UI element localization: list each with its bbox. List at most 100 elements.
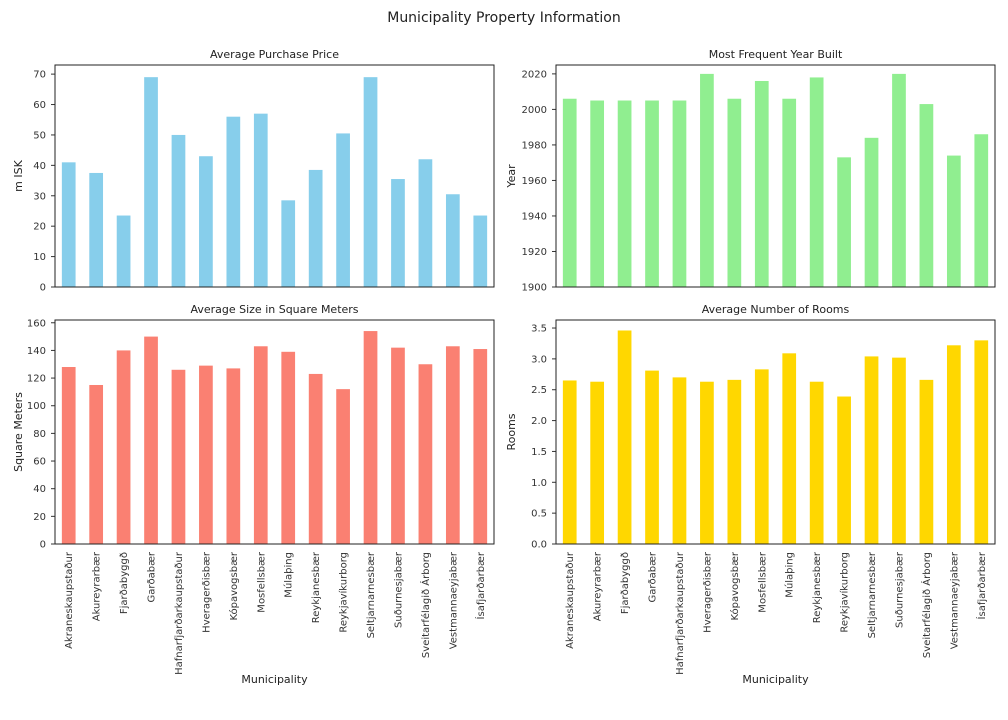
bar-9 [281,351,296,544]
bar-1 [562,380,577,544]
chart-panel-3: Average Size in Square Meters 0 20 40 60 80 10… [12,303,495,686]
y-axis-label: Square Meters [12,392,25,472]
y-tick-label: 3.5 [531,324,547,335]
x-tick-label: Sveitarfélagið Árborg [920,552,933,658]
x-tick-label: Mosfellsbær [256,551,267,613]
x-tick-label: Reykjanesbær [812,551,823,623]
bar-5 [171,134,186,287]
y-tick-label: 0.0 [531,540,547,551]
bar-6 [199,365,213,544]
x-tick-label: Akureyrarbær [92,551,103,621]
chart-title: Average Size in Square Meters [190,303,358,316]
x-tick-label: Suðurnesjabær [894,551,905,628]
y-tick-label: 50 [33,130,46,141]
bar-1 [61,162,76,287]
y-tick-label: 1900 [522,283,547,294]
x-tick-label: Seltjarnarnesbær [366,551,377,638]
bar-8 [253,113,268,287]
y-axis-label: Rooms [505,413,518,450]
chart-panel-2: Most Frequent Year Built 1900 1920 1940 1960… [505,48,996,294]
y-tick-label: 60 [33,457,46,468]
y-tick-label: 1980 [522,140,547,151]
axes-frame [555,319,996,545]
bar-14 [418,364,433,544]
y-tick-label: 3.0 [531,354,547,365]
axes-frame [54,319,495,545]
bar-13 [892,73,906,287]
x-tick-label: Vestmannaeyjabær [949,551,960,649]
x-tick-label: Mosfellsbær [757,551,768,613]
bar-2 [89,384,104,544]
y-tick-label: 140 [27,346,46,357]
bar-11 [336,133,350,287]
y-tick-label: 100 [27,401,46,412]
bar-4 [144,336,158,544]
y-tick-label: 0 [40,540,46,551]
bar-9 [281,200,296,287]
x-axis-label: Municipality [241,673,308,686]
bar-6 [700,73,714,287]
bar-9 [782,98,797,288]
x-tick-label: Kópavogsbær [228,551,240,620]
bar-4 [645,370,659,544]
bar-10 [809,77,824,288]
x-tick-label: Fjarðabyggð [620,552,631,614]
chart-panel-4: Average Number of Rooms 0.0 0.5 1.0 1.5 2.0 2.… [505,303,996,686]
y-tick-label: 160 [27,318,46,329]
x-axis-label: Municipality [742,673,809,686]
bar-2 [590,381,605,544]
bar-8 [754,369,769,544]
bar-15 [946,155,961,287]
x-tick-label: Akraneskaupstaður [64,551,75,649]
y-tick-label: 30 [33,191,46,202]
bar-1 [61,367,76,544]
y-axis-label: Year [505,164,518,189]
bar-7 [226,116,241,287]
axes-frame [555,64,996,288]
bar-16 [473,215,488,287]
bar-15 [946,345,961,544]
y-tick-label: 1920 [522,247,547,258]
bar-15 [445,346,460,544]
bar-14 [919,104,934,287]
y-tick-label: 0 [40,283,46,294]
y-tick-label: 60 [33,100,46,111]
x-tick-label: Reykjavíkurborg [338,552,350,633]
x-tick-label: Hafnarfjarðarkaupstaður [675,551,686,675]
y-tick-label: 120 [27,374,46,385]
y-tick-label: 40 [33,484,46,495]
x-tick-label: Ísafjarðarbær [975,551,988,619]
bar-7 [226,368,241,544]
bar-16 [473,349,488,544]
bar-1 [562,98,577,288]
y-tick-label: 70 [33,70,46,81]
y-tick-label: 1.0 [531,478,547,489]
bar-13 [391,347,405,544]
bar-13 [892,357,906,544]
y-tick-label: 2000 [522,105,547,116]
bar-10 [308,373,323,544]
y-tick-label: 10 [33,252,46,263]
x-tick-label: Fjarðabyggð [119,552,130,614]
bar-7 [727,379,742,544]
bar-13 [391,179,405,287]
y-tick-label: 2020 [522,69,547,80]
y-tick-label: 80 [33,429,46,440]
bar-11 [336,389,350,544]
bar-10 [308,169,323,287]
bar-14 [919,379,934,544]
bar-8 [253,346,268,544]
chart-panel-1: Average Purchase Price 0 10 20 30 40 50 60 70 m I… [12,48,495,294]
figure-title: Municipality Property Information [387,10,621,26]
bar-5 [171,369,186,544]
bar-6 [700,381,714,544]
x-tick-label: Akureyrarbær [593,551,604,621]
bar-4 [144,77,158,287]
bar-9 [782,353,797,544]
x-tick-label: Sveitarfélagið Árborg [419,552,432,658]
axes-frame [54,64,495,288]
x-tick-label: Reykjanesbær [311,551,322,623]
chart-title: Average Number of Rooms [702,303,850,316]
x-tick-label: Hveragerðisbær [201,551,212,633]
